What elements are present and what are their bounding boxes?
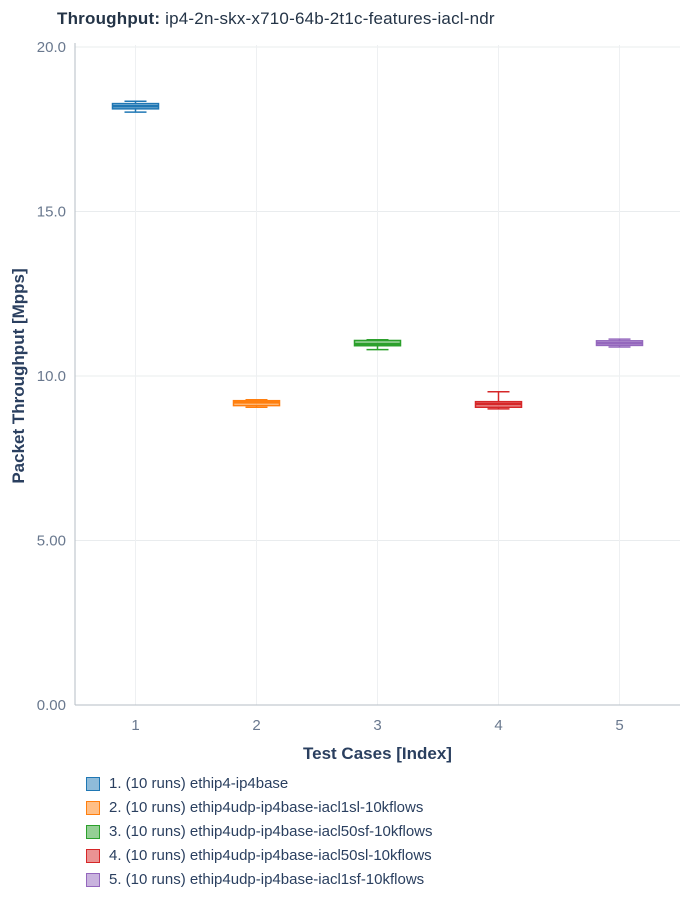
y-tick-label: 5.00 [37,533,66,550]
legend-item-3[interactable]: 3. (10 runs) ethip4udp-ip4base-iacl50sf-… [86,824,433,839]
x-tick-label: 4 [494,717,502,734]
chart-legend: 1. (10 runs) ethip4-ip4base 2. (10 runs)… [86,776,433,887]
box-series-2[interactable] [232,398,281,409]
legend-label-5: 5. (10 runs) ethip4udp-ip4base-iacl1sf-1… [109,871,425,888]
legend-swatch-2 [86,800,100,815]
x-tick-label: 2 [252,717,260,734]
boxplot-chart: 0.00 5.00 10.0 15.0 20.0 1 2 3 4 5 Packet Throughp… [9,39,680,763]
y-tick-label: 0.00 [37,697,66,714]
legend-label-2: 2. (10 runs) ethip4udp-ip4base-iacl1sl-1… [109,799,424,816]
legend-label-1: 1. (10 runs) ethip4-ip4base [109,775,289,792]
box-series-5[interactable] [595,338,644,348]
y-tick-label: 20.0 [37,39,66,56]
y-tick-label: 10.0 [37,368,66,385]
y-axis-title: Packet Throughput [Mpps] [9,268,28,483]
chart-title-rest: ip4-2n-skx-x710-64b-2t1c-features-iacl-n… [160,9,495,28]
legend-swatch-3 [86,824,100,839]
x-tick-label: 3 [373,717,381,734]
x-axis-title: Test Cases [Index] [303,744,452,763]
legend-label-4: 4. (10 runs) ethip4udp-ip4base-iacl50sl-… [109,847,432,864]
box-series-4[interactable] [474,391,523,410]
legend-item-2[interactable]: 2. (10 runs) ethip4udp-ip4base-iacl1sl-1… [86,800,433,815]
box-series-3[interactable] [353,339,402,351]
legend-item-1[interactable]: 1. (10 runs) ethip4-ip4base [86,776,433,791]
y-tick-label: 15.0 [37,204,66,221]
legend-swatch-4 [86,848,100,863]
legend-swatch-1 [86,776,100,791]
chart-title: Throughput: ip4-2n-skx-x710-64b-2t1c-fea… [57,9,495,29]
legend-swatch-5 [86,872,100,887]
x-tick-label: 5 [615,717,623,734]
legend-item-5[interactable]: 5. (10 runs) ethip4udp-ip4base-iacl1sf-1… [86,872,433,887]
legend-label-3: 3. (10 runs) ethip4udp-ip4base-iacl50sf-… [109,823,433,840]
x-tick-label: 1 [131,717,139,734]
chart-title-prefix: Throughput: [57,9,161,28]
box-series-1[interactable] [111,100,160,113]
legend-item-4[interactable]: 4. (10 runs) ethip4udp-ip4base-iacl50sl-… [86,848,433,863]
